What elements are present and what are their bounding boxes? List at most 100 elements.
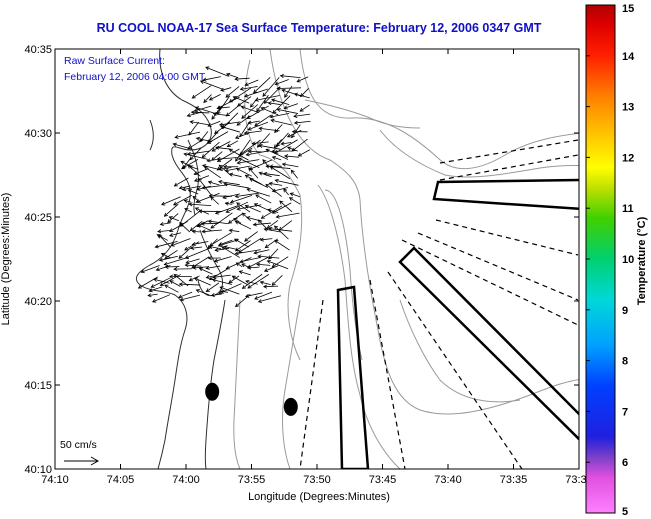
current-vector: [189, 203, 212, 207]
current-vector-head: [181, 187, 187, 192]
current-vector: [210, 212, 233, 229]
current-vector: [260, 238, 273, 241]
current-vector-head: [185, 260, 190, 264]
y-tick-label: 40:25: [24, 212, 52, 224]
current-vector: [225, 202, 233, 205]
current-vector: [272, 187, 289, 192]
x-tick-label: 74:10: [41, 474, 69, 486]
colorbar: [585, 4, 616, 514]
current-vector: [173, 195, 192, 206]
current-vector-head: [218, 164, 223, 169]
current-vector: [202, 164, 220, 170]
current-vector-head: [178, 254, 183, 259]
current-vector-head: [226, 72, 231, 77]
current-vector: [164, 250, 178, 259]
current-vector-head: [241, 212, 246, 217]
current-vector-head: [276, 86, 281, 91]
current-vector-head: [200, 221, 205, 226]
current-vector-head: [283, 105, 288, 110]
current-vector: [236, 167, 252, 177]
current-vector-head: [267, 101, 272, 106]
legend-line-2: February 12, 2006 04:00 GMT: [64, 71, 206, 83]
colorbar-tick-label: 7: [622, 406, 628, 418]
current-vector-head: [284, 93, 288, 98]
current-vector-head: [207, 256, 212, 261]
current-vector-head: [245, 152, 250, 157]
current-vector-head: [236, 202, 241, 207]
colorbar-tick-label: 15: [622, 3, 634, 15]
current-vector-head: [202, 77, 207, 82]
current-vector: [204, 166, 221, 179]
current-vector-head: [199, 80, 205, 84]
current-vector: [235, 192, 260, 197]
sector-edge: [435, 219, 579, 256]
current-vector-head: [192, 265, 197, 270]
y-axis-label: Latitude (Degrees:Minutes): [0, 192, 12, 326]
current-vector: [190, 246, 203, 249]
current-vector-head: [169, 280, 174, 285]
current-vector: [194, 175, 210, 182]
x-tick-label: 73:45: [369, 474, 397, 486]
current-vector: [190, 220, 203, 231]
current-vector: [201, 141, 220, 158]
current-vector: [262, 77, 280, 97]
current-vector: [192, 266, 209, 269]
current-vector: [246, 150, 270, 156]
current-vector: [236, 115, 251, 126]
current-vector-head: [223, 182, 228, 187]
colorbar-ticks: 15 14 13 12 11 10 9 8 7 6 5: [586, 3, 635, 518]
current-vector: [213, 274, 231, 278]
current-vector: [239, 270, 251, 276]
current-vector-head: [147, 293, 152, 298]
current-vector-head: [225, 265, 230, 270]
current-vector-head: [259, 237, 264, 242]
current-vector-head: [236, 121, 241, 126]
map-content: [135, 49, 579, 469]
current-vector-head: [257, 299, 263, 303]
current-vector-head: [241, 285, 246, 289]
current-vector-head: [247, 120, 252, 125]
current-vector: [185, 264, 202, 267]
current-vector-head: [288, 197, 294, 201]
current-vector-head: [159, 282, 164, 286]
current-vector: [212, 279, 232, 285]
x-axis-label: Longitude (Degrees:Minutes): [248, 491, 390, 503]
current-vector-head: [189, 156, 194, 161]
current-vector: [169, 280, 181, 287]
current-vector-head: [222, 195, 227, 200]
current-vector-head: [272, 109, 277, 114]
current-vector-head: [233, 217, 238, 222]
current-vector-head: [151, 298, 157, 303]
current-vector-head: [256, 143, 261, 148]
current-vector: [235, 77, 250, 80]
current-vector-head: [223, 164, 228, 169]
current-vector-head: [187, 164, 192, 169]
current-vector: [167, 213, 179, 223]
current-vector-head: [234, 251, 239, 256]
current-vector: [184, 200, 192, 203]
current-vector: [169, 232, 182, 237]
current-vector: [217, 148, 240, 162]
current-vector: [296, 76, 309, 83]
current-vector-head: [174, 134, 179, 139]
current-vector-head: [274, 178, 279, 183]
current-vector: [298, 149, 311, 157]
colorbar-tick-label: 12: [622, 152, 634, 164]
current-vector-head: [234, 194, 239, 199]
current-vector: [280, 75, 301, 79]
current-vector: [235, 249, 261, 255]
current-vector-head: [218, 122, 224, 127]
current-vector-head: [274, 239, 279, 244]
current-vector: [207, 120, 221, 127]
current-vector: [284, 103, 299, 109]
current-vector-head: [246, 188, 251, 192]
current-vector-head: [231, 275, 236, 280]
current-vector-head: [283, 154, 289, 159]
x-tick-label: 73:55: [238, 474, 266, 486]
current-vector: [247, 257, 269, 269]
current-vector: [211, 141, 231, 152]
current-vector-head: [253, 250, 258, 255]
current-vector: [275, 179, 299, 186]
current-vector: [209, 93, 221, 101]
current-vector: [226, 103, 242, 117]
